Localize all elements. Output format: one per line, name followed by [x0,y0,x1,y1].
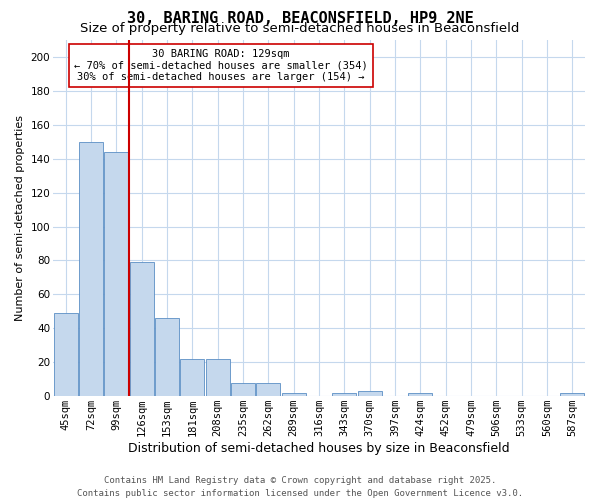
Text: Contains HM Land Registry data © Crown copyright and database right 2025.
Contai: Contains HM Land Registry data © Crown c… [77,476,523,498]
Bar [155,318,179,396]
Bar [332,393,356,396]
Bar [79,142,103,396]
Y-axis label: Number of semi-detached properties: Number of semi-detached properties [15,115,25,321]
Text: 30 BARING ROAD: 129sqm
← 70% of semi-detached houses are smaller (354)
30% of se: 30 BARING ROAD: 129sqm ← 70% of semi-det… [74,49,368,82]
X-axis label: Distribution of semi-detached houses by size in Beaconsfield: Distribution of semi-detached houses by … [128,442,510,455]
Bar [281,393,306,396]
Bar [181,359,205,396]
Bar [130,262,154,396]
Text: Size of property relative to semi-detached houses in Beaconsfield: Size of property relative to semi-detach… [80,22,520,35]
Bar [104,152,128,396]
Bar [358,391,382,396]
Bar [409,393,433,396]
Bar [256,382,280,396]
Bar [231,382,255,396]
Bar [54,313,78,396]
Bar [560,393,584,396]
Bar [206,359,230,396]
Text: 30, BARING ROAD, BEACONSFIELD, HP9 2NE: 30, BARING ROAD, BEACONSFIELD, HP9 2NE [127,11,473,26]
